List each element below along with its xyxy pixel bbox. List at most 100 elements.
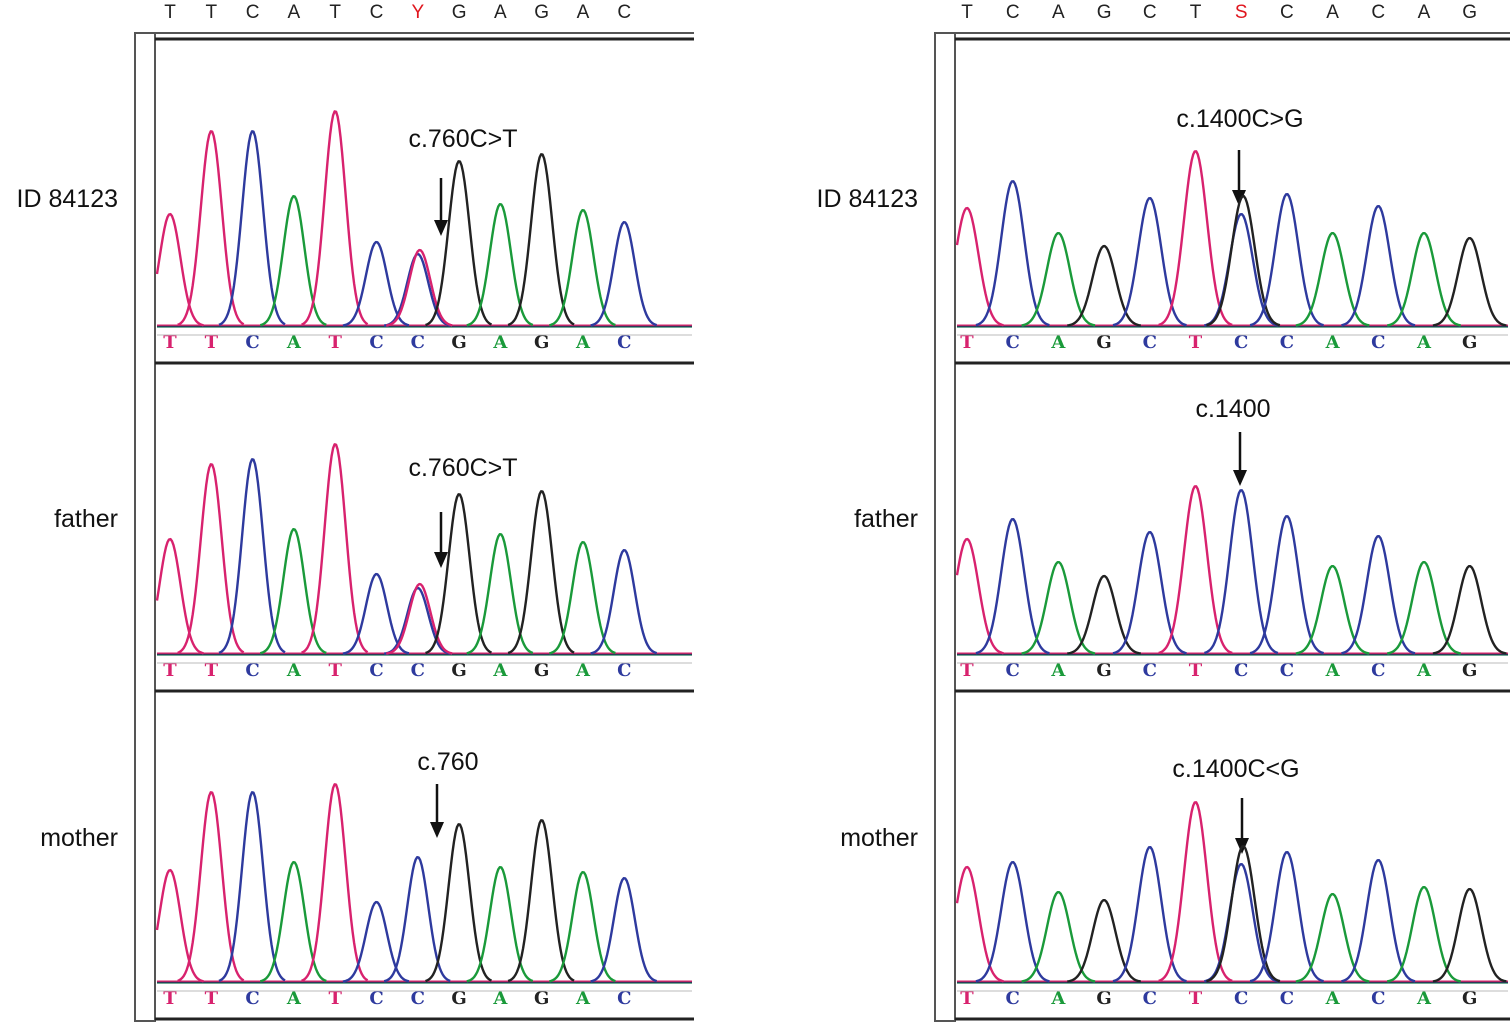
left-base-call: T — [328, 660, 342, 681]
right-base-call: C — [1234, 660, 1248, 681]
right-consensus-base: T — [961, 2, 973, 23]
left-peak-T — [177, 791, 245, 982]
right-peak-T — [955, 206, 1004, 327]
right-base-call: A — [1416, 988, 1432, 1009]
right-peak-secondary-G — [1206, 845, 1281, 983]
left-base-call: G — [534, 660, 549, 681]
left-peak-A — [466, 533, 534, 655]
left-peak-T — [301, 783, 369, 982]
right-base-call: C — [1006, 988, 1020, 1009]
right-peak-A — [1295, 565, 1370, 655]
right-base-call: G — [1462, 660, 1477, 681]
left-consensus-base: Y — [411, 2, 424, 23]
right-base-call: A — [1325, 332, 1341, 353]
left-base-call: C — [245, 660, 259, 681]
right-arrow-father — [1233, 432, 1247, 486]
right-consensus-base: A — [1052, 2, 1065, 23]
left-consensus-base: T — [329, 2, 341, 23]
right-base-call: G — [1096, 988, 1111, 1009]
left-base-call: T — [163, 988, 177, 1009]
right-base-call: T — [1189, 332, 1203, 353]
right-peak-A — [1387, 232, 1461, 327]
left-base-call: C — [245, 988, 259, 1009]
right-peak-C — [1341, 859, 1416, 983]
left-base-call: A — [492, 988, 508, 1009]
right-base-call: C — [1280, 988, 1294, 1009]
left-base-call: T — [328, 332, 342, 353]
chromatogram-traces — [155, 110, 1508, 984]
right-peak-T — [1158, 485, 1233, 655]
left-peak-T — [301, 110, 369, 326]
left-consensus-base: C — [617, 2, 631, 23]
right-base-call: G — [1462, 988, 1477, 1009]
right-row-label-mother: mother — [840, 824, 918, 852]
left-peak-A — [466, 866, 534, 983]
right-consensus-base: C — [1006, 2, 1020, 23]
left-base-call: C — [369, 660, 383, 681]
left-base-call: T — [205, 988, 219, 1009]
right-peak-G — [1432, 565, 1507, 655]
left-base-call: T — [205, 332, 219, 353]
right-base-call: C — [1280, 332, 1294, 353]
right-peak-T — [955, 537, 1004, 655]
left-base-call: C — [617, 660, 631, 681]
left-arrow-father — [434, 512, 448, 568]
right-peak-C — [1341, 535, 1416, 655]
left-base-call: C — [411, 332, 425, 353]
left-consensus-base: T — [205, 2, 217, 23]
right-base-call: C — [1006, 660, 1020, 681]
left-base-call: G — [534, 988, 549, 1009]
right-base-call: C — [1143, 332, 1157, 353]
right-peak-C — [1204, 489, 1279, 655]
right-peak-A — [1386, 886, 1461, 983]
right-base-call: G — [1096, 660, 1111, 681]
right-peak-A — [1021, 891, 1096, 983]
left-base-call: A — [492, 332, 508, 353]
right-base-call: A — [1416, 332, 1432, 353]
left-consensus-base: A — [288, 2, 301, 23]
left-base-call: G — [451, 332, 466, 353]
left-base-call: C — [411, 660, 425, 681]
left-annotation-proband: c.760C>T — [408, 125, 517, 153]
right-base-call: C — [1234, 988, 1248, 1009]
right-base-call: G — [1462, 332, 1477, 353]
left-base-call: C — [245, 332, 259, 353]
right-base-call: A — [1325, 660, 1341, 681]
left-peak-C — [590, 549, 658, 655]
right-panel — [934, 32, 1510, 1022]
right-peak-A — [1295, 893, 1370, 983]
left-peak-C — [590, 221, 658, 327]
left-annotation-mother: c.760 — [417, 748, 478, 776]
right-base-call: C — [1143, 660, 1157, 681]
left-arrow-proband — [434, 178, 448, 236]
right-base-call: A — [1050, 988, 1066, 1009]
right-peak-G — [1067, 899, 1142, 983]
left-peak-A — [259, 195, 327, 327]
left-base-call: T — [163, 660, 177, 681]
left-base-call: T — [163, 332, 177, 353]
right-peak-A — [1386, 561, 1461, 655]
right-base-call: A — [1325, 988, 1341, 1009]
left-consensus-base: C — [246, 2, 260, 23]
right-consensus-base: C — [1280, 2, 1294, 23]
right-base-call: A — [1416, 660, 1432, 681]
left-base-call: A — [575, 660, 591, 681]
left-peak-A — [259, 861, 327, 983]
right-consensus-base: S — [1235, 2, 1248, 23]
left-peak-T — [155, 868, 204, 983]
left-base-call: A — [492, 660, 508, 681]
left-base-call: C — [411, 988, 425, 1009]
right-base-call: T — [1189, 660, 1203, 681]
left-base-call: A — [575, 332, 591, 353]
left-peak-T — [155, 212, 204, 327]
right-peak-G — [1067, 574, 1141, 655]
left-consensus-base: G — [452, 2, 467, 23]
right-peak-T — [955, 865, 1004, 983]
right-base-call: C — [1143, 988, 1157, 1009]
left-base-call: C — [617, 988, 631, 1009]
left-base-call: C — [369, 988, 383, 1009]
left-peak-secondary-T — [385, 582, 453, 655]
left-peak-T — [177, 130, 245, 326]
right-base-call: T — [960, 660, 974, 681]
